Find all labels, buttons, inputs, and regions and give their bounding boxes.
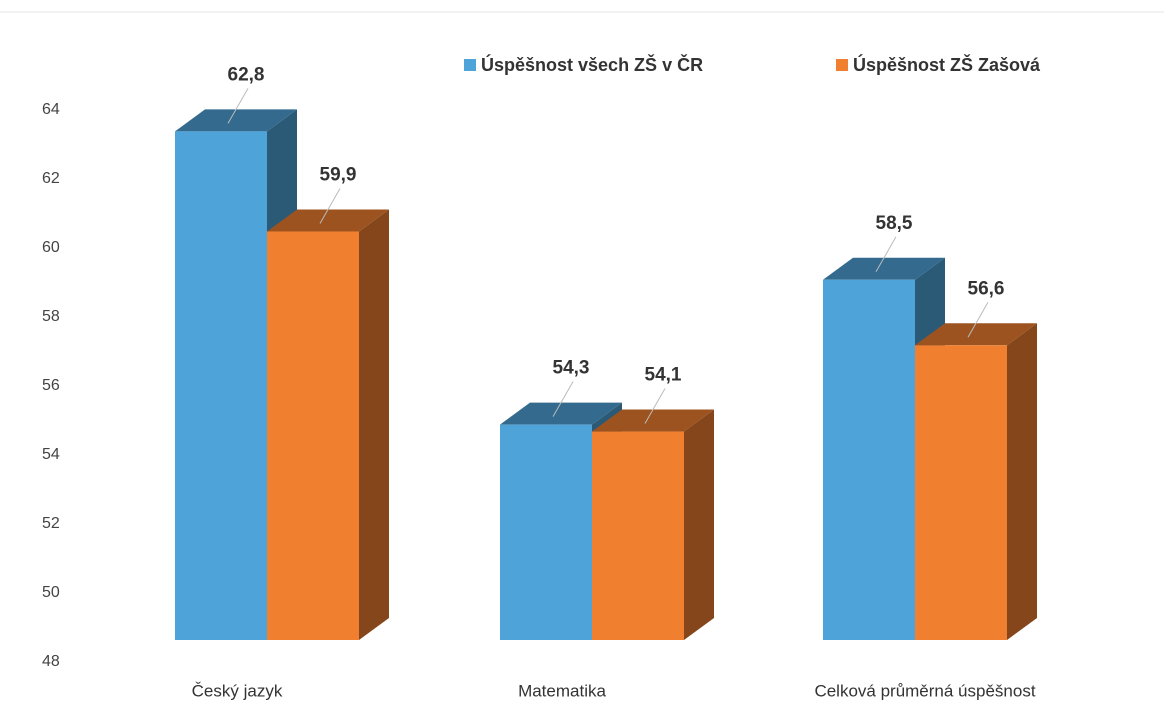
- y-tick-label: 50: [42, 584, 60, 601]
- bar: [915, 323, 1037, 640]
- bar-front: [500, 424, 592, 640]
- bar-top: [823, 257, 945, 280]
- value-label: 54,3: [553, 358, 590, 379]
- bar-top: [175, 109, 297, 132]
- bar-top: [915, 323, 1037, 346]
- y-tick-label: 64: [42, 101, 60, 118]
- y-tick-label: 62: [42, 170, 60, 187]
- y-tick-label: 52: [42, 515, 60, 532]
- value-label: 59,9: [320, 164, 357, 185]
- y-tick-label: 58: [42, 308, 60, 325]
- legend-label: Úspěšnost všech ZŠ v ČR: [481, 54, 703, 75]
- y-tick-label: 56: [42, 377, 60, 394]
- bar-front: [915, 345, 1007, 640]
- bar-front: [267, 231, 359, 640]
- value-label: 58,5: [876, 213, 913, 234]
- bar-front: [175, 131, 267, 640]
- bar-side: [684, 409, 714, 640]
- leader-line: [319, 188, 341, 224]
- y-tick-label: 54: [42, 446, 60, 463]
- y-tick-label: 48: [42, 653, 60, 670]
- legend-label: Úspěšnost ZŠ Zašová: [853, 54, 1041, 75]
- bar-top: [592, 409, 714, 432]
- leader-line: [967, 302, 989, 338]
- x-tick-label: Matematika: [518, 681, 606, 700]
- leader-line: [644, 388, 666, 424]
- bar-top: [267, 209, 389, 232]
- legend-swatch: [836, 59, 848, 71]
- x-tick-label: Celková průměrná úspěšnost: [814, 681, 1035, 700]
- value-label: 56,6: [968, 278, 1005, 299]
- value-label: 54,1: [645, 365, 682, 386]
- bar-front: [592, 431, 684, 640]
- value-label: 62,8: [228, 64, 265, 85]
- y-tick-label: 60: [42, 239, 60, 256]
- bar-side: [1007, 323, 1037, 640]
- leader-line: [227, 88, 249, 124]
- leader-line: [552, 381, 574, 417]
- bar: [592, 409, 714, 640]
- bar-front: [823, 279, 915, 640]
- bar-top: [500, 402, 622, 425]
- bar-side: [359, 209, 389, 640]
- bar: [267, 209, 389, 640]
- legend-swatch: [464, 59, 476, 71]
- leader-line: [875, 236, 897, 272]
- x-tick-label: Český jazyk: [192, 681, 283, 700]
